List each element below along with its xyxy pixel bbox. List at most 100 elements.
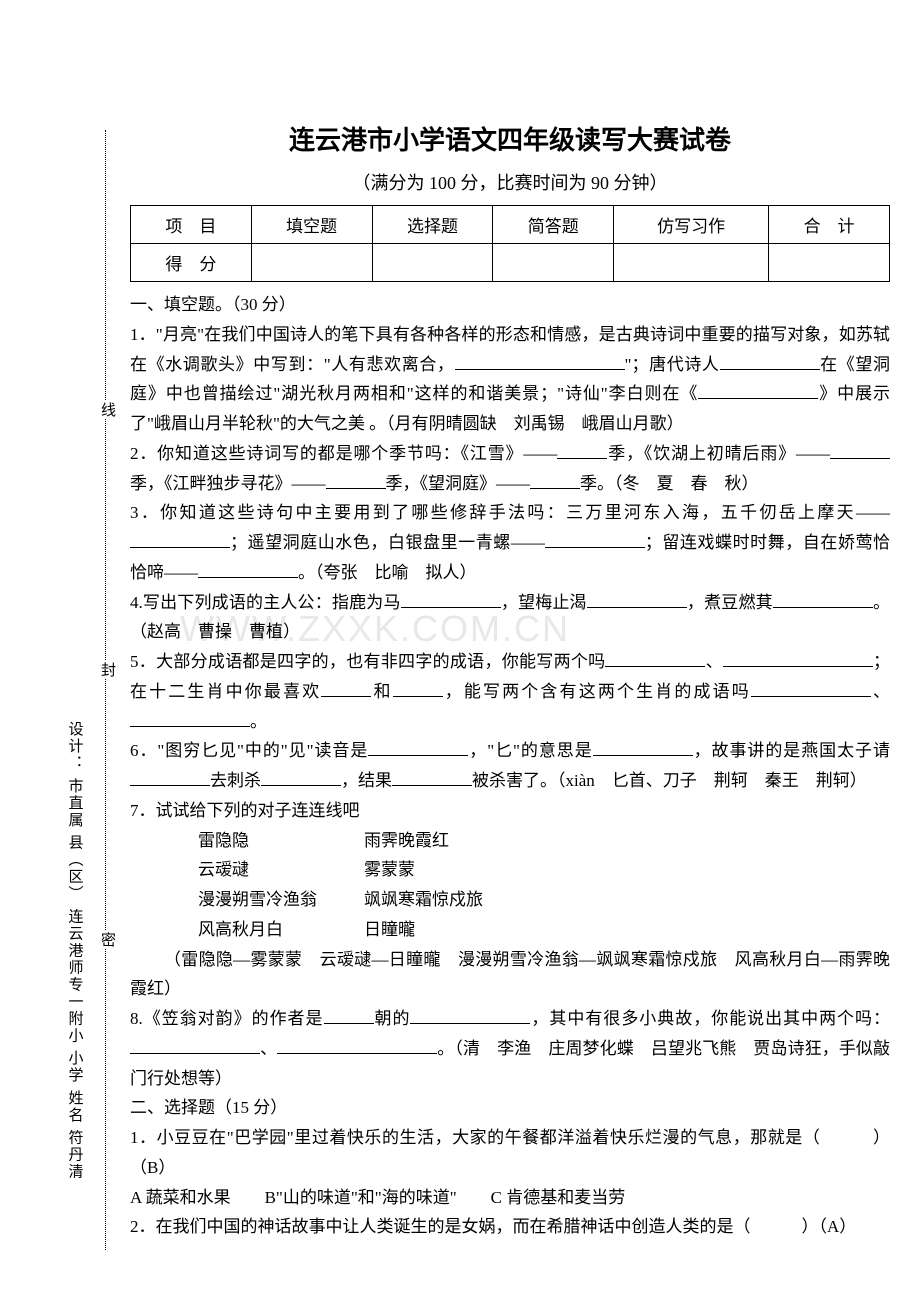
q5a: 5．大部分成语都是四字的，也有非四字的成语，你能写两个吗 xyxy=(130,652,605,671)
blank xyxy=(198,561,298,578)
blank xyxy=(593,739,693,756)
q7-line1: 雷隐隐雨霁晚霞红 xyxy=(130,826,890,856)
page-title: 连云港市小学语文四年级读写大赛试卷 xyxy=(130,120,890,157)
blank xyxy=(324,1007,374,1024)
blank xyxy=(130,769,210,786)
blank xyxy=(720,353,820,370)
blank xyxy=(830,442,890,459)
q7l4a: 风高秋月白 xyxy=(164,915,364,945)
q5f: 、 xyxy=(871,682,890,701)
page-subtitle: （满分为 100 分，比赛时间为 90 分钟） xyxy=(130,169,890,195)
q6b: ，"匕"的意思是 xyxy=(468,741,592,760)
blank xyxy=(130,1037,260,1054)
q7-title: 7．试试给下列的对子连连线吧 xyxy=(130,796,890,826)
mc1: 1．小豆豆在"巴学园"里过着快乐的生活，大家的午餐都洋溢着快乐烂漫的气息，那就是… xyxy=(130,1123,890,1183)
mc2: 2．在我们中国的神话故事中让人类诞生的是女娲，而在希腊神话中创造人类的是（ ）（… xyxy=(130,1212,890,1242)
main-content: 连云港市小学语文四年级读写大赛试卷 （满分为 100 分，比赛时间为 90 分钟… xyxy=(130,120,890,1242)
q2c: 季，《江畔独步寻花》—— xyxy=(130,474,326,493)
q7l1b: 雨霁晚霞红 xyxy=(364,831,449,850)
q8c: ，其中有很多小典故，你能说出其中两个吗： xyxy=(530,1009,890,1028)
th-write: 仿写习作 xyxy=(614,206,769,244)
seal-mi: 密 xyxy=(97,930,118,949)
th-short: 简答题 xyxy=(493,206,614,244)
blank xyxy=(326,472,386,489)
q7l3b: 飒飒寒霜惊戍旅 xyxy=(364,890,483,909)
q3a: 3．你知道这些诗句中主要用到了哪些修辞手法吗：三万里河东入海，五千仞岳上摩天—— xyxy=(130,503,890,522)
q6d: 去刺杀 xyxy=(210,771,261,790)
td-blank xyxy=(493,244,614,282)
blank xyxy=(605,650,705,667)
question-body: 一、填空题。（30 分） 1．"月亮"在我们中国诗人的笔下具有各种各样的形态和情… xyxy=(130,290,890,1242)
blank xyxy=(130,710,250,727)
q2: 2．你知道这些诗词写的都是哪个季节吗：《江雪》—— 季，《饮湖上初晴后雨》—— 季，… xyxy=(130,439,890,499)
blank xyxy=(773,591,873,608)
q2d: 季，《望洞庭》—— xyxy=(386,474,531,493)
blank xyxy=(130,531,230,548)
td-label: 得 分 xyxy=(131,244,252,282)
blank xyxy=(401,591,501,608)
blank xyxy=(410,1007,530,1024)
q3b: ；遥望洞庭山水色，白银盘里一青螺—— xyxy=(230,533,545,552)
td-blank xyxy=(769,244,890,282)
td-blank xyxy=(614,244,769,282)
score-table: 项 目 填空题 选择题 简答题 仿写习作 合 计 得 分 xyxy=(130,205,890,282)
q8b: 朝的 xyxy=(374,1009,411,1028)
th-fill: 填空题 xyxy=(251,206,372,244)
mc1-opts: A 蔬菜和水果 B"山的味道"和"海的味道" C 肯德基和麦当劳 xyxy=(130,1183,890,1213)
th-total: 合 计 xyxy=(769,206,890,244)
q6c: ，故事讲的是燕国太子请 xyxy=(693,741,890,760)
section-1-title: 一、填空题。（30 分） xyxy=(130,290,890,320)
blank xyxy=(698,382,818,399)
blank xyxy=(587,591,687,608)
q2e: 季。（冬 夏 春 秋） xyxy=(580,474,759,493)
q1b: "；唐代诗人 xyxy=(625,355,720,374)
q8: 8.《笠翁对韵》的作者是朝的，其中有很多小典故，你能说出其中两个吗：、。（清 李… xyxy=(130,1004,890,1093)
blank xyxy=(393,680,443,697)
th-choice: 选择题 xyxy=(372,206,493,244)
q7l4b: 日瞳曨 xyxy=(364,920,415,939)
q8a: 8.《笠翁对韵》的作者是 xyxy=(130,1009,324,1028)
blank xyxy=(277,1037,437,1054)
q5e: ，能写两个含有这两个生肖的成语吗 xyxy=(443,682,751,701)
section-2-title: 二、选择题（15 分） xyxy=(130,1093,890,1123)
q2b: 季，《饮湖上初晴后雨》—— xyxy=(607,444,830,463)
q7l2a: 云叆叇 xyxy=(164,855,364,885)
th-item: 项 目 xyxy=(131,206,252,244)
q5: 5．大部分成语都是四字的，也有非四字的成语，你能写两个吗、；在十二生肖中你最喜欢… xyxy=(130,647,890,736)
q4c: ，煮豆燃萁 xyxy=(687,593,773,612)
q7l3a: 漫漫朔雪冷渔翁 xyxy=(164,885,364,915)
table-row: 得 分 xyxy=(131,244,890,282)
td-blank xyxy=(372,244,493,282)
q7-line2: 云叆叇雾蒙蒙 xyxy=(130,855,890,885)
q7-line3: 漫漫朔雪冷渔翁飒飒寒霜惊戍旅 xyxy=(130,885,890,915)
blank xyxy=(545,531,645,548)
q5g: 。 xyxy=(250,712,267,731)
q7-answer: （雷隐隐—雾蒙蒙 云叆叇—日瞳曨 漫漫朔雪冷渔翁—飒飒寒霜惊戍旅 风高秋月白—雨… xyxy=(130,945,890,1005)
blank xyxy=(751,680,871,697)
q7l1a: 雷隐隐 xyxy=(164,826,364,856)
q3: 3．你知道这些诗句中主要用到了哪些修辞手法吗：三万里河东入海，五千仞岳上摩天——… xyxy=(130,498,890,587)
q6a: 6．"图穷匕见"中的"见"读音是 xyxy=(130,741,368,760)
blank xyxy=(455,353,625,370)
blank xyxy=(723,650,873,667)
td-blank xyxy=(251,244,372,282)
binding-sidebar: 设计： 市直属 县（区） 连云港师专一附小 小学 姓名 符丹清 xyxy=(60,180,90,1180)
q1: 1．"月亮"在我们中国诗人的笔下具有各种各样的形态和情感，是古典诗词中重要的描写… xyxy=(130,320,890,439)
table-row: 项 目 填空题 选择题 简答题 仿写习作 合 计 xyxy=(131,206,890,244)
q4b: ，望梅止渴 xyxy=(501,593,587,612)
dotted-line xyxy=(105,130,106,1250)
q5d: 和 xyxy=(371,682,392,701)
seal-feng: 封 xyxy=(97,660,118,679)
blank xyxy=(557,442,607,459)
q6f: 被杀害了。（xiàn 匕首、刀子 荆轲 秦王 荆轲） xyxy=(472,771,867,790)
blank xyxy=(321,680,371,697)
q3d: 。（夸张 比喻 拟人） xyxy=(298,563,477,582)
q5b: 、 xyxy=(705,652,723,671)
blank xyxy=(530,472,580,489)
q2a: 2．你知道这些诗词写的都是哪个季节吗：《江雪》—— xyxy=(130,444,557,463)
seal-xian: 线 xyxy=(97,400,118,419)
q7-line4: 风高秋月白日瞳曨 xyxy=(130,915,890,945)
blank xyxy=(261,769,341,786)
q6: 6．"图穷匕见"中的"见"读音是，"匕"的意思是，故事讲的是燕国太子请去刺杀，结… xyxy=(130,736,890,796)
blank xyxy=(392,769,472,786)
